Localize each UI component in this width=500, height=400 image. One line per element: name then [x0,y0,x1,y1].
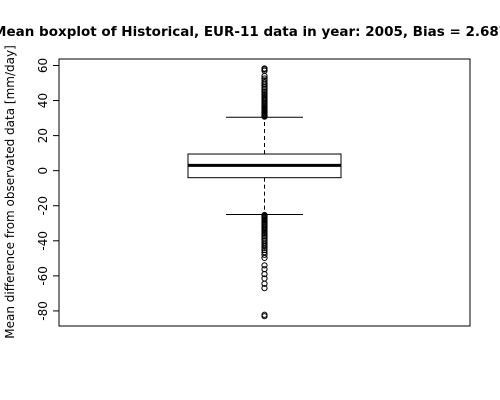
outlier-point [261,249,268,256]
outlier-point [261,254,268,262]
y-tick-label: 0 [36,167,50,175]
outlier-point [261,75,268,82]
outlier-point [261,242,268,250]
outlier-point [261,280,268,287]
y-axis-label: Mean difference from observated data [mm… [3,45,17,339]
y-tick-label: -60 [36,266,50,286]
outliers [261,65,268,320]
y-tick-label: 60 [36,58,50,73]
outlier-point [261,313,268,320]
y-tick-label: 20 [36,128,50,143]
outlier-point [261,262,268,269]
y-tick-label: 40 [36,93,50,108]
outlier-point [261,285,268,292]
chart-title: Mean boxplot of Historical, EUR-11 data … [0,24,500,40]
outlier-point [261,77,268,84]
outlier-point [261,251,268,258]
outlier-point [261,271,268,278]
outlier-point [261,65,268,72]
y-tick-label: -20 [36,196,50,216]
box-group [187,116,342,216]
y-axis: -80 -60 -40 -20 0 20 40 60 [36,58,60,321]
y-tick-label: -80 [36,301,50,321]
y-tick-label: -40 [36,231,50,251]
outlier-point [261,79,268,86]
outlier-point [261,244,268,252]
